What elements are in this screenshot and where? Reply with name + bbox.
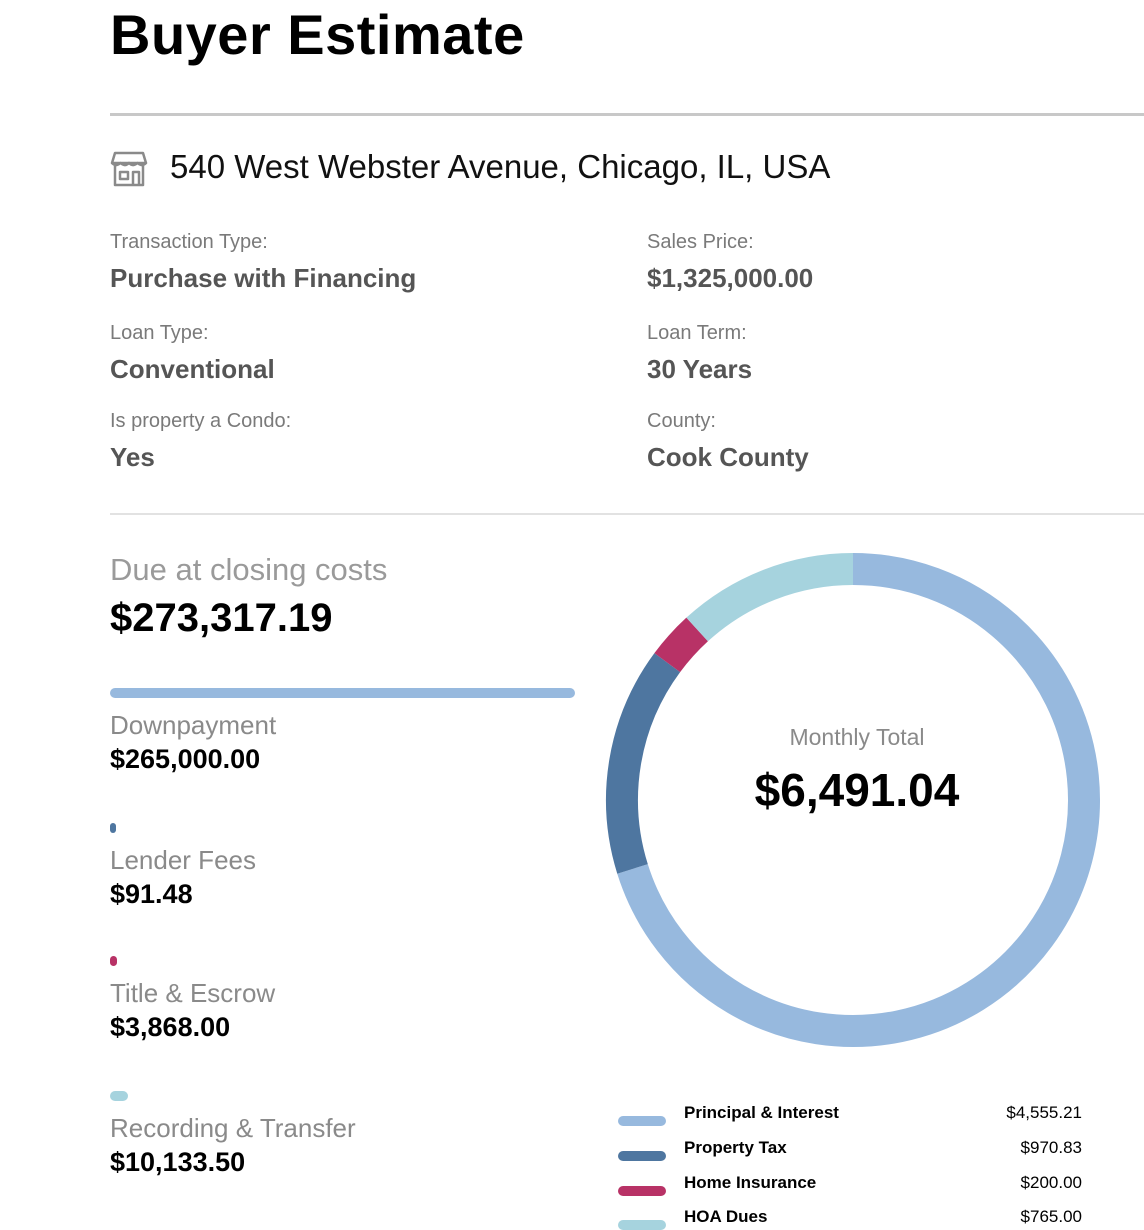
- donut-slice-hoa-dues: [686, 553, 854, 642]
- closing-costs-label: Due at closing costs: [110, 552, 388, 587]
- county-value: Cook County: [647, 442, 809, 472]
- legend-swatch: [618, 1151, 666, 1161]
- county-label: County:: [647, 410, 716, 432]
- divider: [110, 513, 1144, 515]
- loan-term-label: Loan Term:: [647, 322, 747, 344]
- title-escrow-label: Title & Escrow: [110, 978, 276, 1008]
- house-icon: [110, 151, 148, 187]
- legend-value-hoa-dues: $765.00: [1020, 1207, 1082, 1226]
- condo-label: Is property a Condo:: [110, 410, 292, 432]
- divider: [110, 113, 1144, 116]
- condo-value: Yes: [110, 442, 155, 472]
- transaction-type-label: Transaction Type:: [110, 231, 268, 253]
- monthly-total-value: $6,491.04: [754, 764, 960, 816]
- donut-slice-property-tax: [606, 653, 681, 874]
- legend-label-principal-interest: Principal & Interest: [684, 1103, 839, 1122]
- downpayment-bar: [110, 688, 576, 698]
- legend-swatch: [618, 1116, 666, 1126]
- property-address: 540 West Webster Avenue, Chicago, IL, US…: [170, 148, 831, 185]
- transaction-type-value: Purchase with Financing: [110, 263, 417, 293]
- page-title: Buyer Estimate: [110, 3, 525, 66]
- sales-price-value: $1,325,000.00: [647, 263, 814, 293]
- title-escrow-bar: [110, 956, 117, 966]
- recording-transfer-value: $10,133.50: [110, 1147, 246, 1177]
- loan-type-label: Loan Type:: [110, 322, 209, 344]
- donut-slice-principal-interest: [617, 553, 1100, 1047]
- monthly-total-label: Monthly Total: [789, 724, 925, 750]
- legend-label-hoa-dues: HOA Dues: [684, 1207, 768, 1226]
- closing-costs-total: $273,317.19: [110, 596, 333, 640]
- legend-swatch: [618, 1220, 666, 1230]
- donut-slice-home-insurance: [654, 617, 709, 673]
- recording-transfer-label: Recording & Transfer: [110, 1113, 356, 1143]
- lender-fees-bar: [110, 823, 116, 833]
- downpayment-value: $265,000.00: [110, 744, 261, 774]
- legend-value-home-insurance: $200.00: [1020, 1173, 1082, 1192]
- title-escrow-value: $3,868.00: [110, 1012, 231, 1042]
- legend-label-home-insurance: Home Insurance: [684, 1173, 817, 1192]
- legend-value-property-tax: $970.83: [1020, 1138, 1082, 1157]
- loan-type-value: Conventional: [110, 354, 275, 384]
- legend-label-property-tax: Property Tax: [684, 1138, 787, 1157]
- lender-fees-value: $91.48: [110, 879, 193, 909]
- loan-term-value: 30 Years: [647, 354, 753, 384]
- monthly-donut-chart: [606, 553, 1100, 1047]
- legend-value-principal-interest: $4,555.21: [1006, 1103, 1082, 1122]
- sales-price-label: Sales Price:: [647, 231, 754, 253]
- legend-swatch: [618, 1186, 666, 1196]
- downpayment-label: Downpayment: [110, 710, 277, 740]
- recording-transfer-bar: [110, 1091, 128, 1101]
- lender-fees-label: Lender Fees: [110, 845, 256, 875]
